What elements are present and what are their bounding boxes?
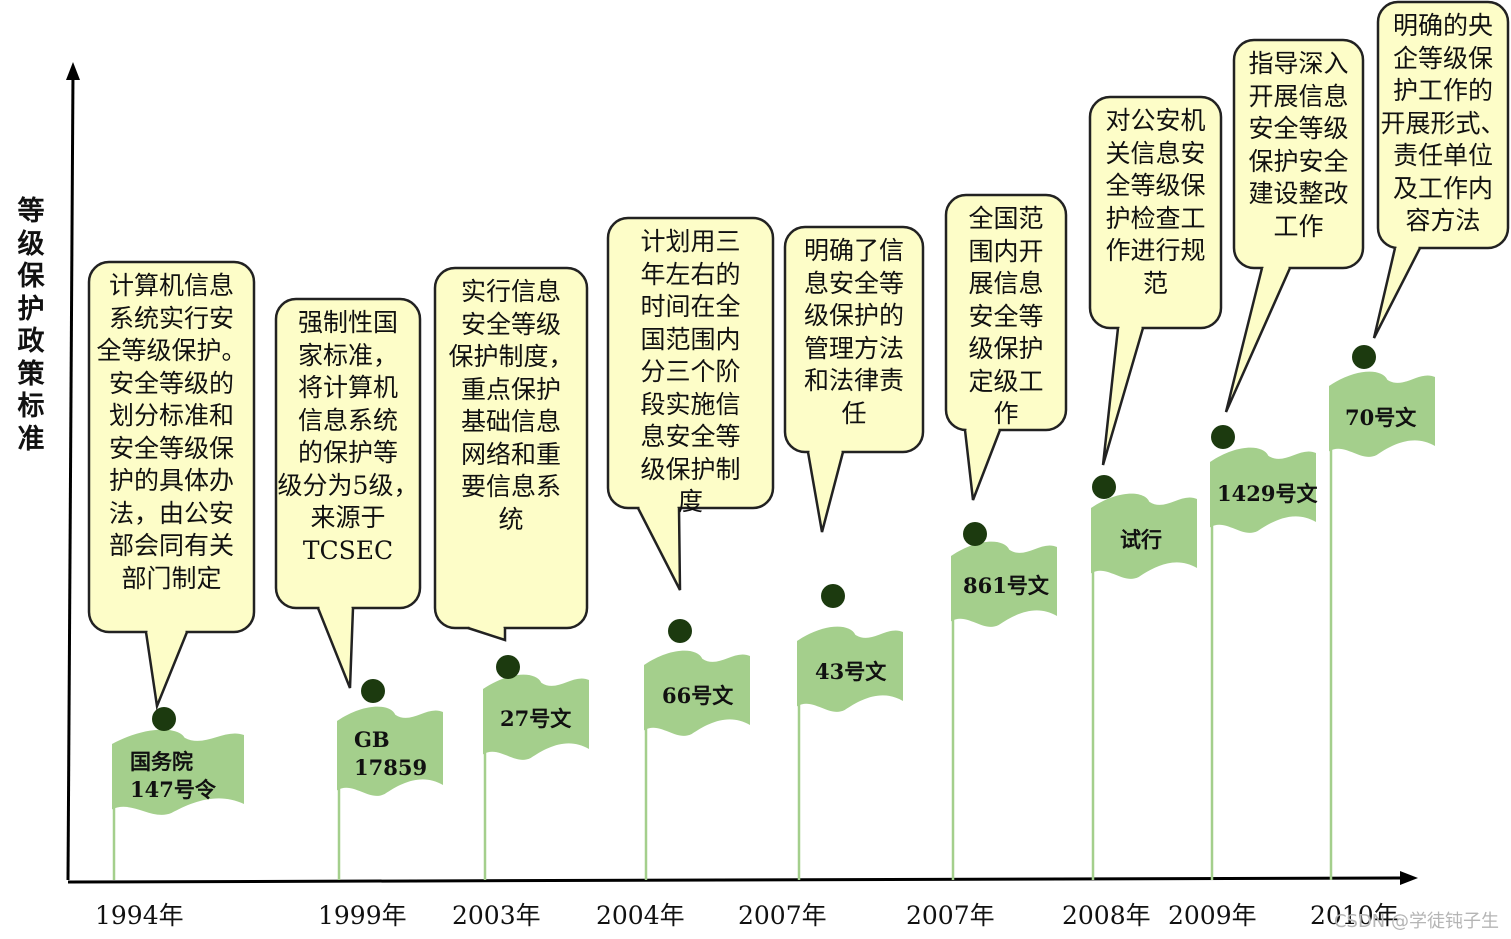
milestone-dot	[1352, 345, 1376, 369]
flag-document-label: 1429号文	[1217, 481, 1318, 506]
milestone-dot	[152, 707, 176, 731]
year-label: 2003年	[452, 901, 541, 930]
watermark: CSDN @学徒钝子生	[1333, 911, 1499, 932]
y-axis-label: 等级保护政策标准	[17, 196, 45, 455]
callout-text: 指导深入 开展信息 安全等级 保护安全 建设整改 工作	[1248, 49, 1349, 241]
flag-document-label: GB 17859	[354, 727, 428, 780]
milestone-dot	[668, 619, 692, 643]
callout-tail-outline	[1224, 267, 1292, 413]
milestone-dot	[821, 584, 845, 608]
flag-banner	[483, 674, 589, 760]
callout-text: 计算机信息 系统实行安 全等级保护。 安全等级的 划分标准和 安全等级保 护的具…	[96, 271, 247, 593]
milestone-dot	[963, 522, 987, 546]
callout-text: 计划用三 年左右的 时间在全 国范围内 分三个阶 段实施信 息安全等 级保护制 …	[640, 227, 741, 516]
callout-tail-outline	[806, 451, 845, 533]
flag-document-label: 27号文	[500, 706, 572, 731]
milestone-dot	[1092, 475, 1116, 499]
flag-document-label: 70号文	[1345, 405, 1417, 430]
callout-bubble	[1376, 0, 1510, 250]
flag-document-label: 试行	[1120, 527, 1162, 552]
callout-tail-outline	[1101, 327, 1145, 466]
y-axis	[66, 71, 75, 881]
year-label: 1999年	[318, 901, 407, 930]
callout-bubble	[1232, 38, 1365, 270]
x-axis-arrow	[1400, 871, 1418, 885]
milestone-dot	[496, 655, 520, 679]
year-label: 2010年	[1310, 901, 1399, 930]
year-label: 2009年	[1168, 901, 1257, 930]
milestone-dot	[1211, 425, 1235, 449]
year-label: 1994年	[95, 901, 184, 930]
callout-tail	[808, 452, 843, 532]
flag-document-label: 国务院 147号令	[130, 749, 216, 802]
callout-bubble	[433, 266, 589, 630]
flag-banner	[797, 626, 903, 712]
callout-tail-outline	[144, 631, 189, 711]
flag-document-label: 66号文	[662, 683, 734, 708]
callout-tail-outline	[963, 429, 1002, 501]
callout-tail	[965, 430, 1000, 500]
flag-banner	[1210, 447, 1316, 533]
callout-text: 明确了信 息安全等 级保护的 管理方法 和法律责 任	[803, 236, 904, 428]
flag-document-label: 861号文	[963, 573, 1049, 598]
flag-document-label: 43号文	[815, 659, 887, 684]
callout-text: 全国范 围内开 展信息 安全等 级保护 定级工 作	[968, 204, 1044, 428]
flag-banner	[644, 650, 750, 736]
milestone-dot	[361, 679, 385, 703]
flag-banner	[337, 706, 443, 796]
callout-tail-outline	[1372, 247, 1422, 339]
callout-bubble	[1088, 95, 1223, 330]
callout-text: 实行信息 安全等级 保护制度， 重点保护 基础信息 网络和重 要信息系 统	[448, 277, 574, 534]
x-axis	[67, 876, 1405, 884]
callout-text: 明确的央 企等级保 护工作的 开展形式、 责任单位 及工作内 容方法	[1380, 11, 1506, 235]
year-label: 2007年	[738, 901, 827, 930]
callout-tail	[146, 632, 187, 706]
flag-banner	[1329, 371, 1435, 457]
flag-banner	[1091, 493, 1197, 579]
y-axis-arrow	[66, 62, 80, 80]
callout-tail-outline	[636, 507, 682, 591]
year-label: 2007年	[906, 901, 995, 930]
callout-text: 强制性国 家标准， 将计算机 信息系统 的保护等 级分为5级， 来源于 TCSE…	[277, 308, 419, 565]
year-label: 2008年	[1062, 901, 1151, 930]
flag-banner	[951, 541, 1057, 627]
callout-bubble	[783, 225, 925, 454]
callout-tail-outline	[316, 607, 355, 689]
callout-bubble	[944, 193, 1068, 432]
flag-banner	[112, 729, 244, 815]
callout-text: 对公安机 关信息安 全等级保 护检查工 作进行规 范	[1105, 106, 1206, 298]
callout-bubble	[606, 216, 775, 510]
callout-tail-outline	[467, 626, 507, 642]
year-label: 2004年	[596, 901, 685, 930]
